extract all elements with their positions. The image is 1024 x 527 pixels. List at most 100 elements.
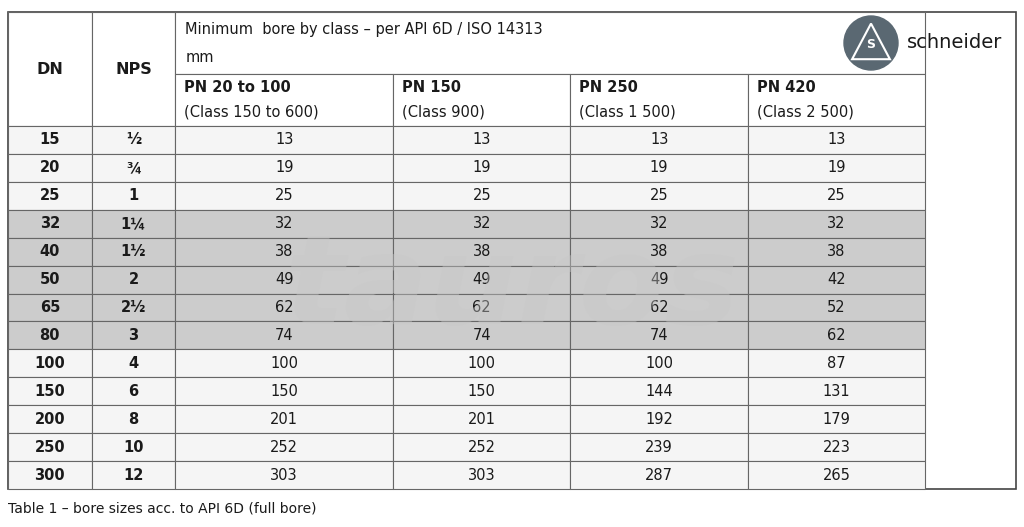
Bar xyxy=(393,74,570,126)
Bar xyxy=(393,294,570,321)
Bar xyxy=(393,405,570,433)
Text: 62: 62 xyxy=(650,300,669,315)
Text: 32: 32 xyxy=(274,216,294,231)
Text: 239: 239 xyxy=(645,440,673,455)
Bar xyxy=(570,154,748,182)
Text: 6: 6 xyxy=(128,384,138,399)
Bar xyxy=(92,461,175,489)
Text: 12: 12 xyxy=(123,467,143,483)
Bar xyxy=(8,238,92,266)
Text: S: S xyxy=(866,38,876,52)
Text: 25: 25 xyxy=(40,188,60,203)
Bar xyxy=(8,210,92,238)
Text: 4: 4 xyxy=(128,356,138,371)
Text: 19: 19 xyxy=(472,160,492,175)
Text: 32: 32 xyxy=(650,216,669,231)
Text: 74: 74 xyxy=(274,328,294,343)
Bar xyxy=(175,433,393,461)
Text: 250: 250 xyxy=(35,440,66,455)
Bar xyxy=(175,266,393,294)
Bar xyxy=(175,126,393,154)
Text: 25: 25 xyxy=(827,188,846,203)
Text: 49: 49 xyxy=(274,272,294,287)
Text: 62: 62 xyxy=(472,300,492,315)
Text: 65: 65 xyxy=(40,300,60,315)
Text: mm: mm xyxy=(185,50,214,64)
Bar xyxy=(748,154,926,182)
Text: 13: 13 xyxy=(650,132,669,148)
Bar xyxy=(748,461,926,489)
Text: 223: 223 xyxy=(822,440,851,455)
Bar xyxy=(393,266,570,294)
Bar xyxy=(393,461,570,489)
Text: 38: 38 xyxy=(650,244,669,259)
Bar xyxy=(748,433,926,461)
Bar xyxy=(570,210,748,238)
Bar xyxy=(92,433,175,461)
Bar xyxy=(175,461,393,489)
Bar xyxy=(570,377,748,405)
Text: 38: 38 xyxy=(275,244,294,259)
Text: 32: 32 xyxy=(40,216,60,231)
Bar xyxy=(393,321,570,349)
Text: 62: 62 xyxy=(827,328,846,343)
Bar xyxy=(748,349,926,377)
Bar xyxy=(393,349,570,377)
Bar xyxy=(92,349,175,377)
Text: 303: 303 xyxy=(270,467,298,483)
Bar xyxy=(8,266,92,294)
Text: 131: 131 xyxy=(822,384,850,399)
Text: 201: 201 xyxy=(468,412,496,427)
Text: 19: 19 xyxy=(274,160,294,175)
Bar xyxy=(175,74,393,126)
Bar xyxy=(8,377,92,405)
Bar xyxy=(8,405,92,433)
Text: 1¼: 1¼ xyxy=(121,216,146,231)
Bar xyxy=(175,238,393,266)
Text: 200: 200 xyxy=(35,412,66,427)
Bar xyxy=(175,377,393,405)
Text: 150: 150 xyxy=(468,384,496,399)
Text: 8: 8 xyxy=(128,412,138,427)
Bar xyxy=(92,210,175,238)
Bar xyxy=(570,74,748,126)
Text: 100: 100 xyxy=(35,356,66,371)
Bar xyxy=(748,377,926,405)
Bar xyxy=(570,405,748,433)
Text: 192: 192 xyxy=(645,412,673,427)
Text: 15: 15 xyxy=(40,132,60,148)
Text: 25: 25 xyxy=(274,188,294,203)
Text: schneider: schneider xyxy=(907,34,1002,53)
Text: 144: 144 xyxy=(645,384,673,399)
Text: 74: 74 xyxy=(650,328,669,343)
Bar xyxy=(92,266,175,294)
Text: 19: 19 xyxy=(650,160,669,175)
Bar xyxy=(8,461,92,489)
Text: PN 250: PN 250 xyxy=(580,80,638,94)
Text: 32: 32 xyxy=(472,216,492,231)
Bar xyxy=(570,126,748,154)
Text: 87: 87 xyxy=(827,356,846,371)
Bar xyxy=(175,349,393,377)
Text: 100: 100 xyxy=(645,356,673,371)
Bar xyxy=(748,266,926,294)
Text: 19: 19 xyxy=(827,160,846,175)
Bar xyxy=(92,12,175,126)
Bar xyxy=(175,182,393,210)
Text: PN 420: PN 420 xyxy=(757,80,816,94)
Bar xyxy=(175,12,926,74)
Text: (Class 900): (Class 900) xyxy=(402,104,485,120)
Bar xyxy=(570,349,748,377)
Bar xyxy=(175,405,393,433)
Bar xyxy=(8,182,92,210)
Text: 32: 32 xyxy=(827,216,846,231)
Text: 40: 40 xyxy=(40,244,60,259)
Text: 74: 74 xyxy=(472,328,492,343)
Text: 265: 265 xyxy=(822,467,851,483)
Text: ¾: ¾ xyxy=(126,160,141,175)
Text: 42: 42 xyxy=(827,272,846,287)
Bar xyxy=(393,182,570,210)
Text: DN: DN xyxy=(37,62,63,76)
Bar xyxy=(8,321,92,349)
Bar xyxy=(570,433,748,461)
